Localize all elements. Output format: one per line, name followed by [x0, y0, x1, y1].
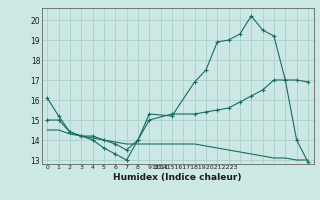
X-axis label: Humidex (Indice chaleur): Humidex (Indice chaleur) [113, 173, 242, 182]
